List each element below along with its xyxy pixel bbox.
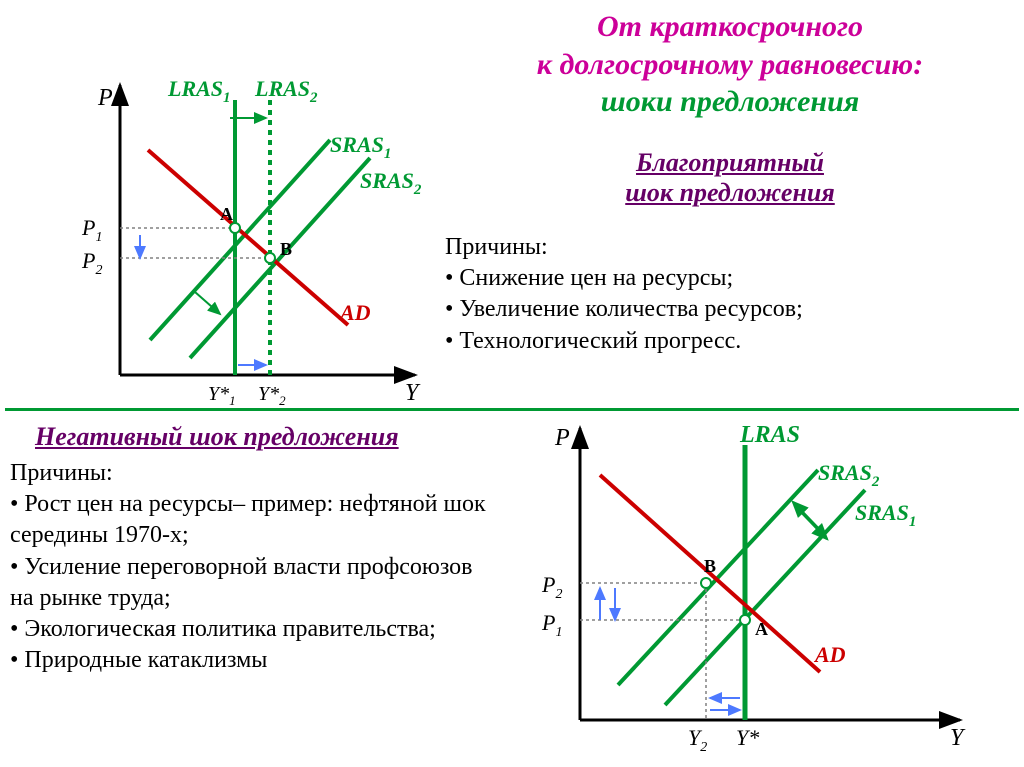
chart2-P2: P2 <box>541 572 562 602</box>
chart1-Y-label: Y <box>405 380 421 406</box>
chart2-P1: P1 <box>541 610 562 640</box>
chart2-Ystar: Y* <box>736 725 759 750</box>
chart1-Y1: Y*1 <box>208 383 236 408</box>
favorable-body: Причины: • Снижение цен на ресурсы; • Ув… <box>445 232 1020 357</box>
favorable-bullet-2: Технологический прогресс. <box>459 328 741 354</box>
chart1-lras2: LRAS2 <box>254 76 318 106</box>
negative-bullet-2: Экологическая политика правительства; <box>24 616 435 642</box>
favorable-bullet-0: Снижение цен на ресурсы; <box>459 265 733 291</box>
negative-heading: Негативный шок предложения <box>35 422 399 452</box>
favorable-causes-label: Причины: <box>445 234 548 260</box>
chart1-B: B <box>280 239 292 259</box>
chart1-A: A <box>220 204 233 224</box>
title-line3: шоки предложения <box>601 85 859 118</box>
favorable-heading: Благоприятный шок предложения <box>545 148 915 208</box>
negative-causes-label: Причины: <box>10 460 113 486</box>
chart2-P-label: P <box>554 425 570 451</box>
favorable-heading-l2: шок предложения <box>545 178 915 208</box>
chart1-sras1: SRAS1 <box>330 132 391 162</box>
chart1-lras1: LRAS1 <box>167 76 231 106</box>
favorable-bullet-1: Увеличение количества ресурсов; <box>459 296 802 322</box>
chart-negative: P Y A B LRAS SRAS1 SRAS2 AD P2 P1 Y2 Y* <box>490 420 1020 760</box>
page-title: От краткосрочного к долгосрочному равнов… <box>440 8 1020 121</box>
negative-bullet-1: Усиление переговорной власти профсоюзов … <box>10 554 473 611</box>
negative-body: Причины: • Рост цен на ресурсы– пример: … <box>10 458 490 676</box>
chart2-svg: P Y A B LRAS SRAS1 SRAS2 AD P2 P1 Y2 Y* <box>490 420 1020 760</box>
chart2-A: A <box>755 619 768 639</box>
chart2-lras: LRAS <box>739 422 800 448</box>
title-line1: От краткосрочного <box>597 10 863 43</box>
chart1-sras2: SRAS2 <box>360 168 422 198</box>
chart1-Y2: Y*2 <box>258 383 286 408</box>
chart2-ad: AD <box>813 642 846 667</box>
negative-bullet-3: Природные катаклизмы <box>24 647 267 673</box>
chart1-svg: P Y A B LRAS1 LRAS2 SRAS1 SRAS2 AD P1 P2… <box>60 80 440 410</box>
negative-bullet-0: Рост цен на ресурсы– пример: нефтяной шо… <box>10 491 486 548</box>
chart2-sras2: SRAS2 <box>818 460 880 490</box>
chart-favorable: P Y A B LRAS1 LRAS2 SRAS1 SRAS2 AD P1 P2… <box>60 80 440 410</box>
favorable-heading-l1: Благоприятный <box>545 148 915 178</box>
chart2-Y2: Y2 <box>688 725 707 755</box>
chart1-P-label: P <box>97 85 113 111</box>
chart2-Y-label: Y <box>950 725 966 751</box>
chart2-B: B <box>704 556 716 576</box>
title-line2: к долгосрочному равновесию: <box>537 48 923 81</box>
chart1-P2: P2 <box>81 248 102 278</box>
chart2-sras1: SRAS1 <box>855 500 916 530</box>
chart1-ad: AD <box>338 300 371 325</box>
chart1-P1: P1 <box>81 215 102 245</box>
